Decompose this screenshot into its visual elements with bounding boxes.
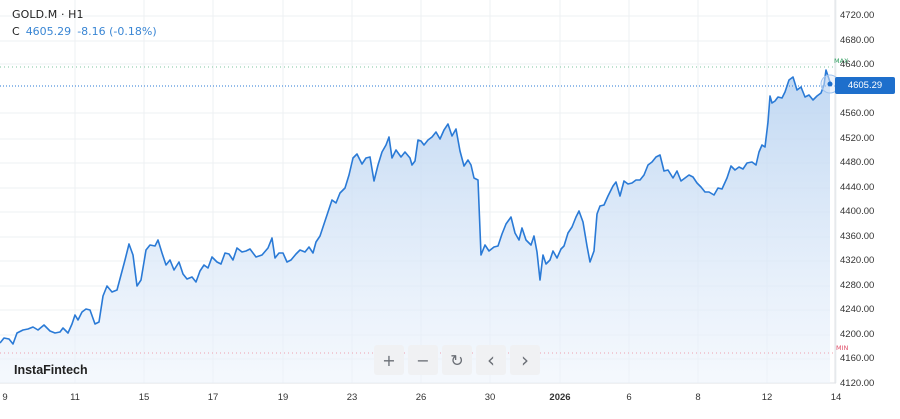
chart-toolbar: + − ↻ ‹ ›: [374, 345, 540, 375]
y-tick: 4640.00: [840, 59, 875, 70]
x-tick: 23: [346, 392, 358, 403]
x-tick: 6: [626, 392, 632, 403]
close-value: 4605.29: [25, 25, 72, 38]
y-tick: 4440.00: [840, 182, 875, 193]
last-point-dot: [827, 81, 833, 87]
x-tick: 9: [2, 392, 8, 403]
min-label: MIN: [836, 344, 849, 352]
x-tick: 12: [761, 392, 773, 403]
minus-icon: −: [416, 350, 430, 370]
current-price-tag: 4605.29: [835, 77, 895, 94]
y-tick: 4480.00: [840, 157, 875, 168]
x-tick: 30: [484, 392, 496, 403]
x-tick: 26: [415, 392, 427, 403]
x-tick: 15: [138, 392, 150, 403]
close-label: C: [12, 25, 20, 38]
quote-line: C 4605.29 -8.16 (-0.18%): [12, 25, 157, 38]
price-line: [0, 69, 831, 345]
x-tick: 19: [277, 392, 289, 403]
max-label: MAX: [834, 57, 849, 65]
y-tick: 4400.00: [840, 206, 875, 217]
x-tick-year: 2026: [549, 392, 571, 403]
y-tick: 4320.00: [840, 255, 875, 266]
scroll-left-button[interactable]: ‹: [476, 345, 506, 375]
y-tick: 4560.00: [840, 108, 875, 119]
y-tick: 4120.00: [840, 378, 875, 389]
price-change: -8.16 (-0.18%): [77, 25, 157, 38]
reset-button[interactable]: ↻: [442, 345, 472, 375]
y-tick: 4360.00: [840, 231, 875, 242]
y-tick: 4520.00: [840, 133, 875, 144]
y-tick: 4200.00: [840, 329, 875, 340]
chevron-right-icon: ›: [521, 348, 529, 372]
symbol-title: GOLD.M · H1: [12, 8, 84, 21]
brand-logo: InstaFintech: [14, 363, 88, 377]
y-tick: 4240.00: [840, 304, 875, 315]
scroll-right-button[interactable]: ›: [510, 345, 540, 375]
reset-icon: ↻: [450, 350, 464, 370]
chevron-left-icon: ‹: [487, 348, 495, 372]
plus-icon: +: [382, 350, 396, 370]
x-tick: 11: [70, 392, 80, 403]
y-tick: 4280.00: [840, 280, 875, 291]
y-tick: 4680.00: [840, 35, 875, 46]
zoom-in-button[interactable]: +: [374, 345, 404, 375]
y-tick: 4160.00: [840, 353, 875, 364]
zoom-out-button[interactable]: −: [408, 345, 438, 375]
x-tick: 14: [830, 392, 842, 403]
x-tick: 8: [695, 392, 701, 403]
y-tick: 4720.00: [840, 10, 875, 21]
x-tick: 17: [207, 392, 219, 403]
price-area: [0, 70, 830, 383]
